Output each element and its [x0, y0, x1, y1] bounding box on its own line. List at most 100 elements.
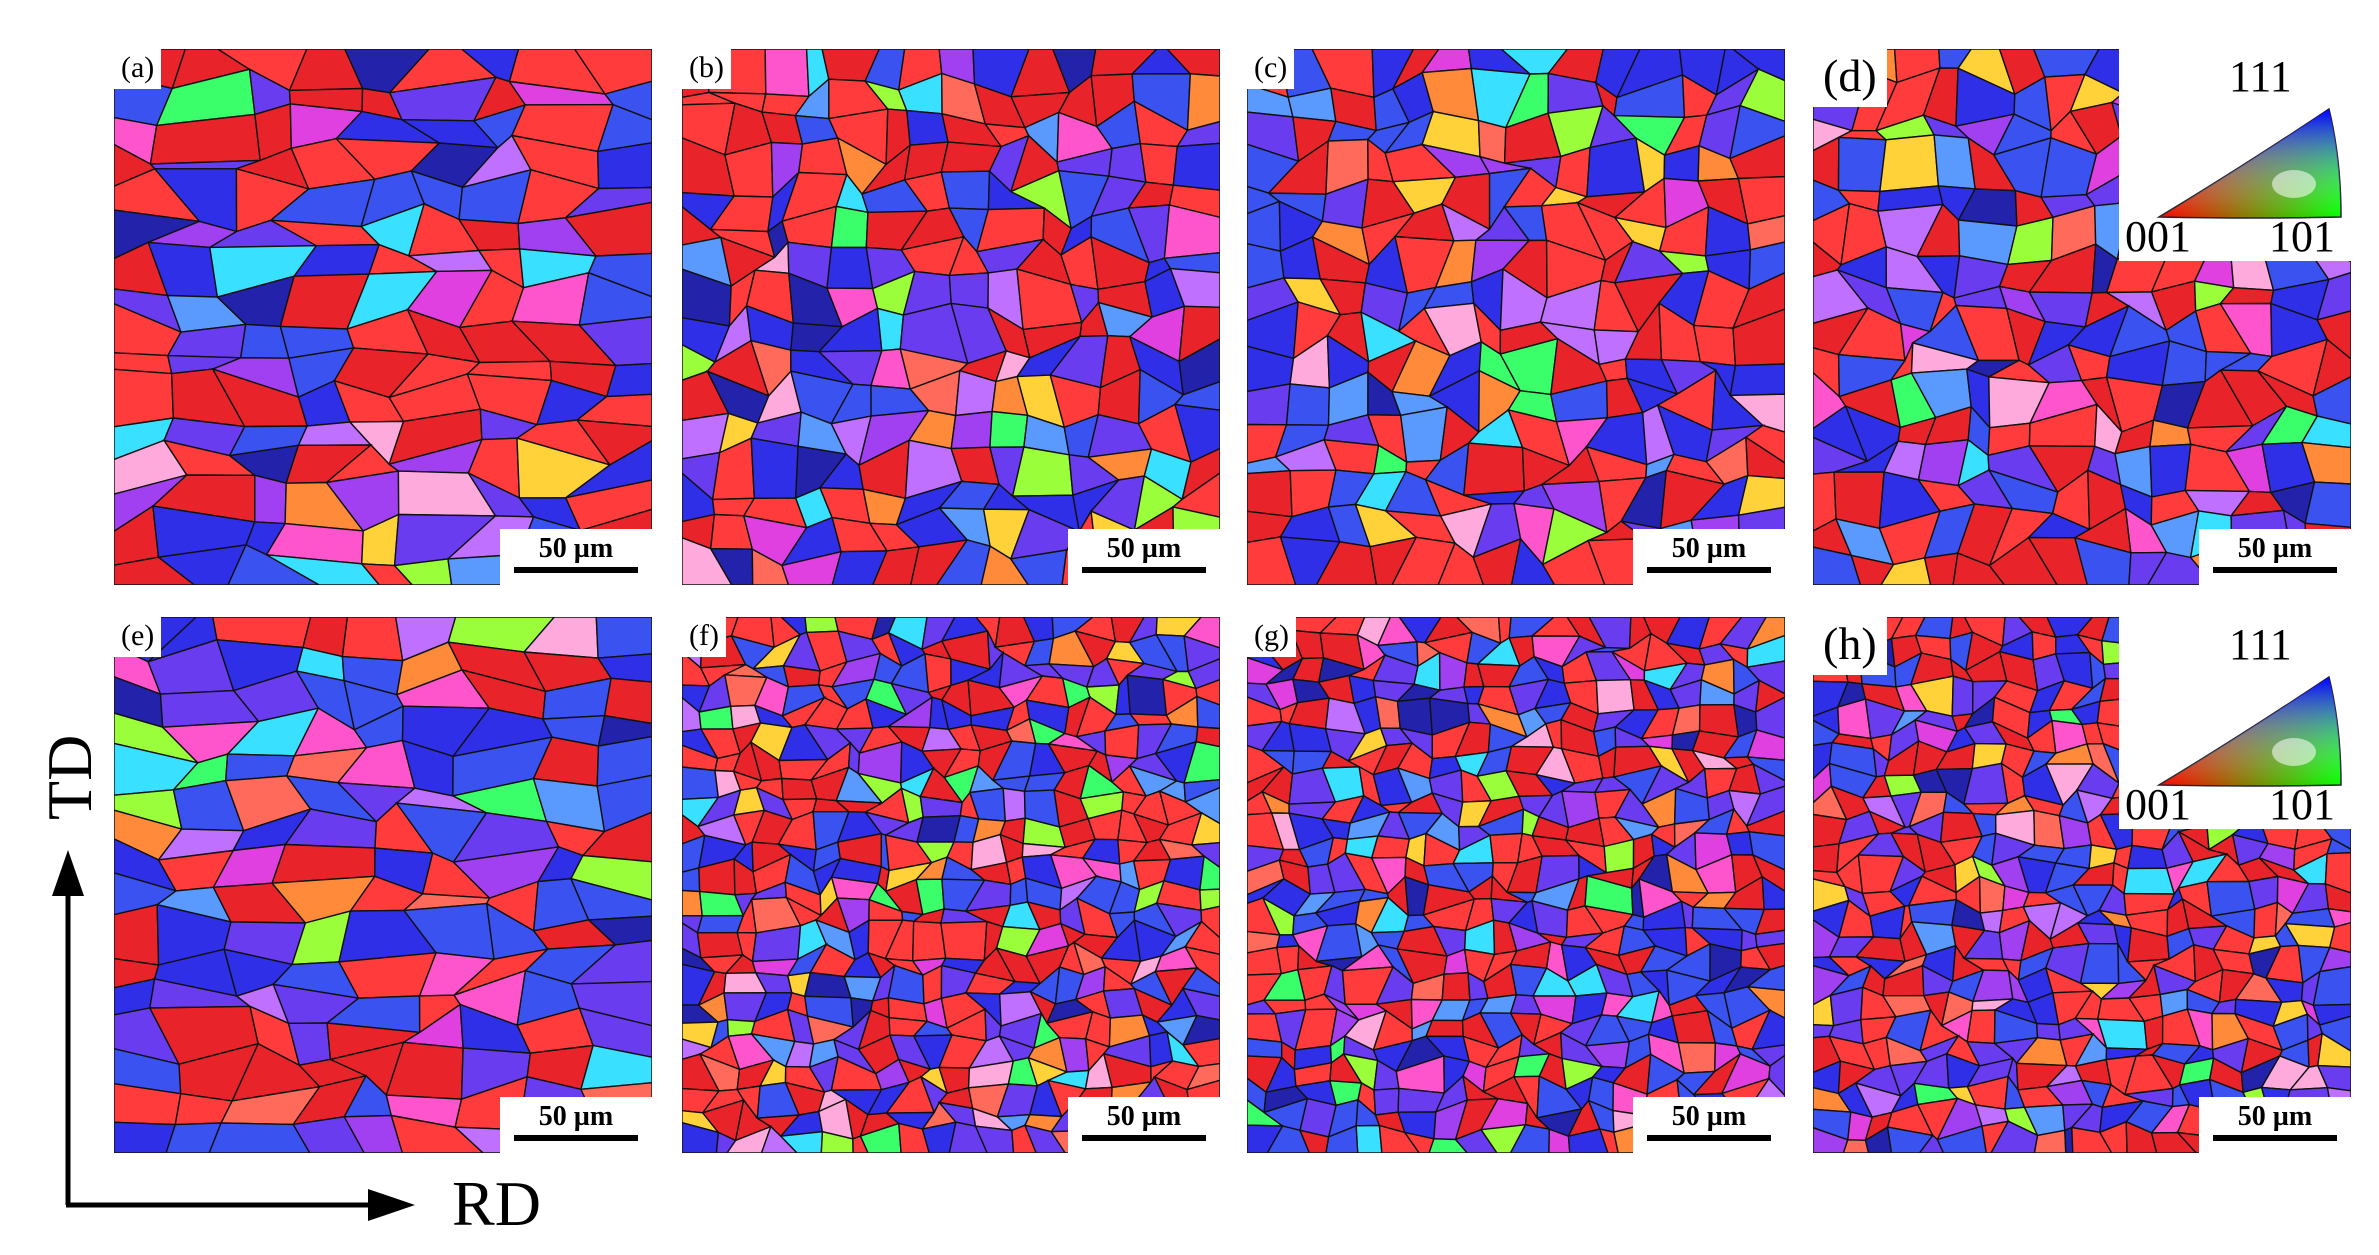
grain: [1746, 729, 1785, 761]
legend-101-h: 101: [2269, 780, 2335, 829]
grain: [1489, 832, 1524, 864]
grain: [1990, 1120, 2039, 1153]
grain: [605, 362, 652, 398]
grain: [1163, 251, 1220, 274]
grain: [779, 1130, 824, 1153]
grain: [1172, 142, 1220, 191]
grain: [1541, 539, 1606, 585]
grain: [1598, 1128, 1619, 1153]
grain: [1510, 537, 1556, 585]
grain: [1009, 549, 1068, 585]
grain: [826, 246, 874, 290]
ebsd-map-g: (g) 50 µm: [1247, 617, 1785, 1153]
ipf-triangle-d: [2156, 107, 2342, 219]
grain: [709, 547, 754, 585]
grain: [911, 920, 947, 962]
grain: [948, 1121, 988, 1153]
grain: [1966, 1009, 1996, 1045]
ebsd-map-f: (f) 50 µm: [682, 617, 1220, 1153]
grain: [1139, 142, 1179, 186]
grain: [1745, 810, 1785, 837]
grain: [586, 915, 652, 946]
grain: [578, 1007, 652, 1058]
grain: [114, 368, 175, 428]
grain: [781, 550, 843, 585]
grain: [1463, 442, 1526, 496]
grain: [909, 539, 969, 585]
grain: [569, 939, 652, 985]
grain: [1275, 945, 1300, 975]
scale-bar-text-g: 50 µm: [1671, 1101, 1747, 1132]
grain: [974, 1125, 1015, 1153]
grain: [1199, 888, 1220, 912]
grain: [1399, 406, 1449, 463]
grain: [1195, 726, 1220, 748]
grain: [1732, 308, 1785, 367]
grain: [1403, 1131, 1435, 1153]
grain: [852, 1135, 869, 1153]
grain: [948, 272, 990, 309]
grain: [563, 186, 652, 219]
grain: [1315, 541, 1378, 585]
grain: [2312, 375, 2351, 425]
grain: [830, 205, 869, 249]
grain: [360, 563, 414, 585]
grain: [2253, 901, 2279, 939]
grain: [1754, 929, 1785, 948]
grain: [1247, 469, 1293, 518]
grain: [1751, 853, 1785, 893]
grain: [596, 735, 652, 787]
grain: [682, 1121, 720, 1153]
grain: [682, 537, 733, 585]
grain: [596, 653, 652, 683]
grain: [1586, 137, 1646, 198]
grain: [696, 914, 745, 934]
grain: [1864, 1125, 1893, 1153]
ebsd-map-c: (c) 50 µm: [1247, 49, 1785, 585]
grain: [2324, 851, 2351, 894]
grain: [2312, 1003, 2351, 1026]
scale-bar-c: 50 µm: [1633, 529, 1785, 585]
grain-map-b: [682, 49, 1220, 585]
grain: [114, 556, 196, 585]
grain: [2146, 551, 2215, 585]
grain-map-h: [1813, 617, 2351, 1153]
grain: [1166, 49, 1220, 77]
grain: [1729, 104, 1785, 160]
grain: [1247, 1124, 1284, 1153]
grain: [1183, 786, 1220, 825]
grain: [1373, 1087, 1400, 1116]
grain: [114, 903, 160, 966]
grain: [1837, 136, 1887, 193]
rd-axis-label: RD: [452, 1168, 541, 1239]
grain: [1441, 972, 1471, 1001]
grain: [565, 439, 652, 499]
grain: [916, 814, 962, 843]
grain: [596, 142, 652, 190]
scale-bar-line-h: [2213, 1135, 2337, 1141]
grain: [1879, 134, 1940, 193]
grain: [2316, 1064, 2351, 1092]
grain: [1190, 811, 1220, 846]
grain: [1595, 678, 1635, 715]
panel-label-d: (d): [1813, 49, 1887, 107]
grain: [603, 677, 652, 725]
grain: [1181, 1037, 1220, 1068]
legend-001-h: 001: [2125, 780, 2191, 829]
grain-map-g: [1247, 617, 1785, 1153]
grain: [876, 307, 905, 352]
grain: [596, 103, 652, 153]
grain: [940, 170, 991, 211]
panel-label-c: (c): [1247, 49, 1295, 89]
scale-bar-line-g: [1647, 1135, 1771, 1141]
grain-map-f: [682, 617, 1220, 1153]
grain: [1181, 967, 1220, 998]
grain: [2316, 310, 2351, 360]
scale-bar-text-d: 50 µm: [2237, 533, 2313, 564]
ipf-triangle-h: [2156, 675, 2342, 787]
grain: [1813, 843, 1840, 874]
grain: [227, 543, 321, 585]
grain: [804, 617, 840, 634]
grain: [1175, 120, 1220, 148]
grain: [1171, 472, 1220, 518]
